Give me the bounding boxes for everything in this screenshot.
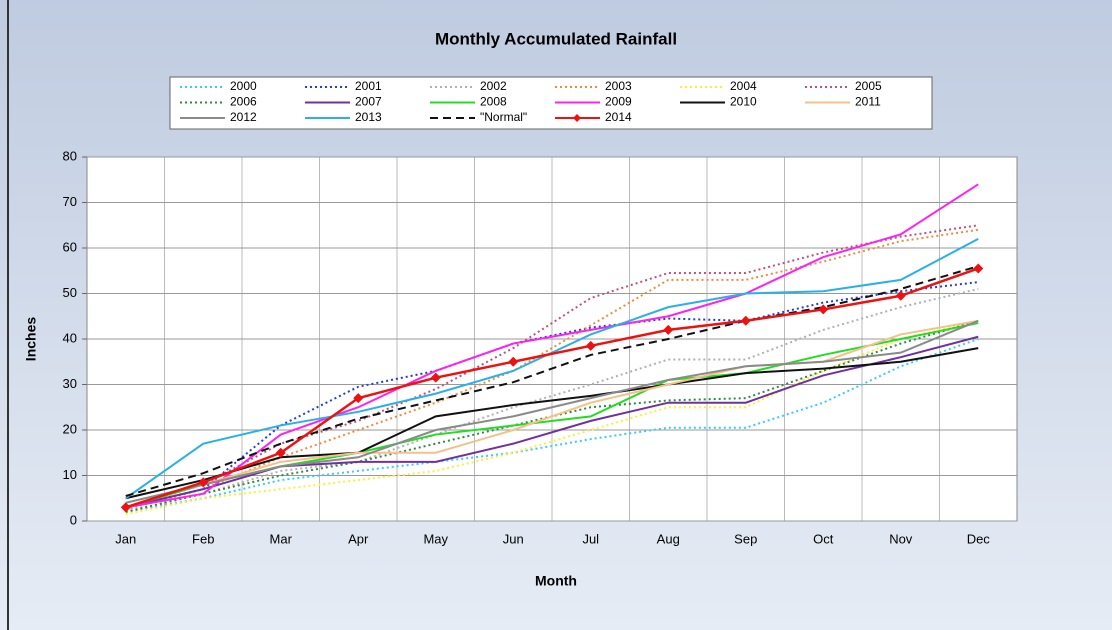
y-tick-label: 80 <box>63 148 77 163</box>
series-line <box>125 319 979 504</box>
legend-label: 2004 <box>730 79 757 93</box>
data-point <box>430 372 441 383</box>
x-tick-label: Jul <box>582 531 599 546</box>
data-point <box>585 340 596 351</box>
x-tick-label: Feb <box>192 531 214 546</box>
legend-label: 2001 <box>355 79 382 93</box>
legend-label: 2008 <box>480 95 507 109</box>
x-tick-label: Jun <box>503 531 524 546</box>
x-tick-label: Dec <box>967 531 991 546</box>
y-tick-label: 70 <box>63 194 77 209</box>
x-tick-label: Aug <box>657 531 680 546</box>
series-line <box>125 319 979 504</box>
y-tick-label: 30 <box>63 376 77 391</box>
legend-label: 2010 <box>730 95 757 109</box>
x-tick-label: Apr <box>348 531 369 546</box>
data-point <box>663 324 674 335</box>
y-tick-label: 0 <box>70 512 77 527</box>
legend-label: 2011 <box>855 95 881 109</box>
data-point <box>973 263 984 274</box>
x-tick-label: Mar <box>270 531 293 546</box>
y-tick-label: 10 <box>63 467 77 482</box>
data-point <box>508 356 519 367</box>
legend-label: 2000 <box>230 79 257 93</box>
series-line <box>125 319 979 516</box>
legend-label: 2003 <box>605 79 632 93</box>
data-point <box>275 447 286 458</box>
data-point <box>740 315 751 326</box>
series-line <box>125 347 979 500</box>
y-tick-label: 40 <box>63 330 77 345</box>
x-tick-label: Oct <box>813 531 834 546</box>
x-tick-label: May <box>423 531 448 546</box>
x-axis-label: Month <box>535 573 577 589</box>
legend-label: 2006 <box>230 95 257 109</box>
legend-label: 2005 <box>855 79 882 93</box>
legend-label: "Normal" <box>480 110 527 124</box>
x-tick-label: Sep <box>734 531 757 546</box>
y-axis-label: Inches <box>23 317 39 362</box>
series-line <box>125 281 979 509</box>
data-point <box>895 290 906 301</box>
y-tick-label: 20 <box>63 421 77 436</box>
legend-label: 2014 <box>605 110 632 124</box>
x-tick-label: Jan <box>115 531 136 546</box>
legend-label: 2013 <box>355 110 382 124</box>
data-point <box>198 477 209 488</box>
series-line <box>125 267 979 509</box>
series-line <box>125 265 979 497</box>
y-tick-label: 60 <box>63 239 77 254</box>
legend-label: 2009 <box>605 95 632 109</box>
data-point <box>120 502 131 513</box>
legend-label: 2012 <box>230 110 257 124</box>
data-point <box>353 393 364 404</box>
data-point <box>818 304 829 315</box>
chart-title: Monthly Accumulated Rainfall <box>435 29 677 48</box>
series-line <box>125 338 979 513</box>
legend-label: 2002 <box>480 79 507 93</box>
y-tick-label: 50 <box>63 285 77 300</box>
series-line <box>125 183 979 509</box>
legend-label: 2007 <box>355 95 382 109</box>
series-line <box>125 287 979 513</box>
legend-marker <box>573 114 581 122</box>
series-line <box>125 224 979 509</box>
x-tick-label: Nov <box>889 531 913 546</box>
